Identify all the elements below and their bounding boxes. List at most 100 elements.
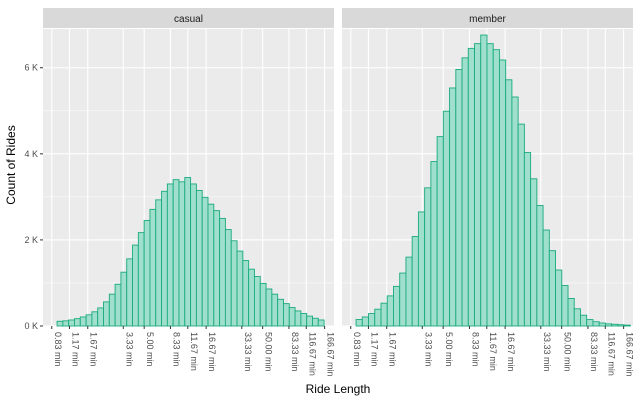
histogram-bar [253,276,261,327]
x-tick-label: 1.67 min [388,332,398,367]
histogram-bar [259,282,267,327]
histogram-bar [68,319,75,327]
histogram-bar [97,307,104,327]
x-tick-label: 166.67 min [326,332,336,377]
histogram-bar [424,187,432,327]
y-axis-title: Count of Rides [4,125,18,204]
y-tick-label: 4 K [24,149,38,159]
histogram-bar [190,183,197,327]
histogram-bar [137,232,145,327]
histogram-bar [380,302,388,327]
histogram-bar [74,318,81,327]
histogram-bar [56,320,64,327]
x-tick-label: 166.67 min [625,332,635,377]
histogram-bar [219,217,226,327]
histogram-bar [586,319,594,327]
y-tick-label: 2 K [24,235,38,245]
histogram-bar [393,285,401,327]
histogram-bar [143,220,151,327]
x-tick-label: 1.67 min [89,332,99,367]
histogram-bar [548,250,557,327]
histogram-bar [132,244,139,327]
histogram-bar [604,323,613,327]
histogram-bar [611,323,619,327]
histogram-bar [149,208,157,327]
x-tick-label: 0.83 min [352,332,362,367]
histogram-bar [536,205,544,327]
histogram-bar [201,196,209,327]
facet-strip-label: casual [174,14,203,25]
x-tick-label: 11.67 min [488,332,498,371]
histogram-bar [108,293,116,327]
x-tick-label: 3.33 min [124,332,134,367]
x-tick-label: 116.67 min [307,332,317,376]
histogram-bar [505,79,513,327]
x-tick-label: 1.17 min [369,332,379,367]
histogram-bar [499,59,507,327]
histogram-bar [573,308,581,327]
x-tick-label: 0.83 min [53,332,63,367]
histogram-bar [265,288,273,327]
x-tick-label: 3.33 min [423,332,433,367]
histogram-bar [207,203,215,327]
x-tick-label: 16.67 min [506,332,516,372]
facet-strip [342,8,633,28]
x-tick-label: 5.00 min [145,332,155,367]
histogram-bar [271,293,279,327]
histogram-bar [580,314,588,327]
histogram-bar [184,177,192,327]
histogram-bar [467,47,475,327]
histogram-bar [277,298,284,327]
facet-strip-label: member [469,14,506,25]
histogram-bar [474,43,482,327]
histogram-bar [172,179,180,327]
histogram-bar [155,199,163,327]
histogram-bar [436,136,444,327]
histogram-bar [312,317,319,327]
histogram-bar [361,316,369,327]
histogram-bar [592,321,600,327]
histogram-bar [317,319,325,327]
facet-strip [43,8,334,28]
x-tick-label: 50.00 min [264,332,274,372]
histogram-bar [126,258,133,327]
histogram-bar [62,320,70,327]
histogram-bar [283,303,290,327]
histogram-bar [294,310,302,327]
histogram-bar [492,49,500,327]
histogram-bar [355,319,363,327]
histogram-bar [517,123,525,327]
x-tick-label: 33.33 min [542,332,552,372]
histogram-bar [417,211,426,327]
x-tick-label: 83.33 min [290,332,300,372]
histogram-bar [455,69,463,327]
histogram-bar [242,260,250,327]
histogram-bar [114,283,122,327]
x-tick-label: 33.33 min [243,332,253,372]
x-tick-label: 5.00 min [444,332,454,367]
x-axis-title: Ride Length [306,382,371,396]
histogram-bar [368,313,376,327]
x-tick-label: 11.67 min [189,332,199,371]
histogram-bar [542,229,550,327]
histogram-bar [567,298,575,327]
y-tick-label: 0 K [24,321,38,331]
x-tick-label: 8.33 min [470,332,480,367]
histogram-bar [555,269,563,327]
histogram-bar [561,285,569,327]
x-tick-label: 116.67 min [606,332,616,376]
histogram-bar [288,307,296,327]
histogram-bar [511,96,519,327]
histogram-bar [598,322,606,327]
histogram-bar [161,190,168,327]
histogram-bar [623,324,631,327]
histogram-bar [480,34,488,327]
histogram-bar [530,178,538,327]
histogram-bar [300,313,308,327]
histogram-bar [166,183,174,327]
histogram-bar [442,110,451,327]
histogram-bar [91,311,99,327]
histogram-bar [486,43,494,327]
y-tick-label: 6 K [24,63,38,73]
